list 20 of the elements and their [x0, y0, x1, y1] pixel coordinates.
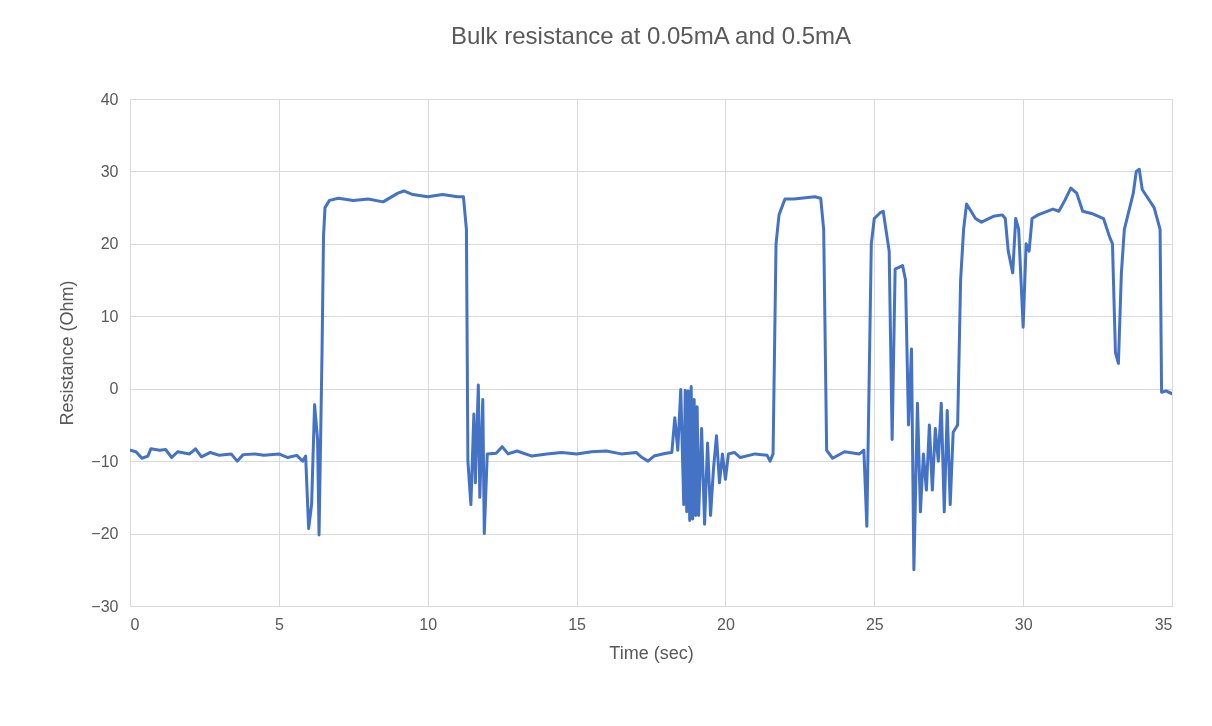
x-tick-label: 20: [717, 615, 735, 633]
y-tick-label: 10: [100, 307, 119, 325]
x-tick-label: 25: [865, 615, 884, 633]
y-tick-label: 40: [100, 90, 119, 108]
y-tick-label: −30: [91, 597, 119, 615]
x-tick-label: 10: [419, 615, 438, 633]
y-tick-label: −10: [91, 452, 119, 470]
line-series: [130, 167, 1172, 572]
chart-title: Bulk resistance at 0.05mA and 0.5mA: [450, 22, 852, 49]
x-tick-label: 15: [568, 615, 587, 633]
x-tick-label: 0: [130, 615, 140, 633]
x-tick-label: 35: [1154, 615, 1173, 633]
y-tick-label: 30: [100, 162, 119, 180]
x-axis-title: Time (sec): [609, 642, 694, 663]
y-tick-label: 20: [100, 235, 119, 253]
y-axis-title: Resistance (Ohm): [57, 280, 78, 426]
y-tick-label: −20: [91, 525, 119, 543]
x-tick-label: 30: [1014, 615, 1033, 633]
x-tick-label: 5: [274, 615, 284, 633]
y-tick-label: 0: [109, 380, 119, 398]
